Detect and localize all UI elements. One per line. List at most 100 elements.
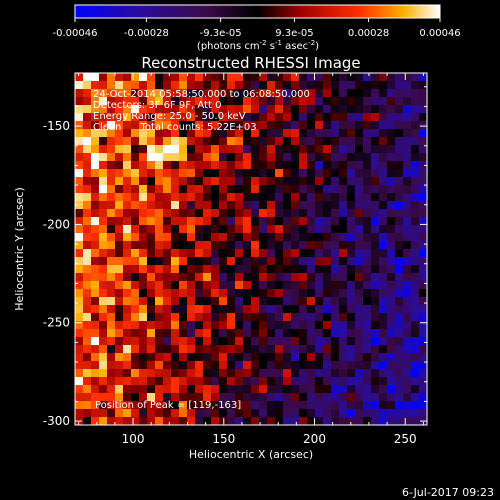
heatmap-cell (227, 241, 236, 250)
heatmap-cell (139, 265, 148, 274)
heatmap-cell (235, 257, 244, 266)
heatmap-cell (307, 369, 316, 378)
heatmap-cell (179, 281, 188, 290)
heatmap-cell (347, 305, 356, 314)
heatmap-cell (267, 377, 276, 386)
heatmap-cell (219, 321, 228, 330)
heatmap-cell (267, 89, 276, 98)
heatmap-cell (371, 217, 380, 226)
heatmap-cell (379, 385, 388, 394)
heatmap-cell (387, 89, 396, 98)
heatmap-cell (267, 217, 276, 226)
heatmap-cell (187, 113, 196, 122)
heatmap-cell (371, 393, 380, 402)
heatmap-cell (163, 153, 172, 162)
heatmap-cell (99, 321, 108, 330)
heatmap-cell (331, 289, 340, 298)
heatmap-cell (363, 369, 372, 378)
heatmap-cell (131, 193, 140, 202)
heatmap-cell (411, 193, 420, 202)
heatmap-cell (275, 353, 284, 362)
heatmap-cell (419, 353, 427, 362)
heatmap-cell (123, 169, 132, 178)
heatmap-cell (211, 337, 220, 346)
heatmap-cell (323, 145, 332, 154)
heatmap-cell (83, 113, 92, 122)
heatmap-cell (299, 169, 308, 178)
heatmap-cell (147, 161, 156, 170)
heatmap-cell (99, 281, 108, 290)
heatmap-cell (323, 401, 332, 410)
heatmap-cell (235, 321, 244, 330)
heatmap-cell (259, 73, 268, 82)
heatmap-cell (131, 281, 140, 290)
heatmap-cell (235, 409, 244, 418)
heatmap-cell (179, 337, 188, 346)
heatmap-cell (235, 385, 244, 394)
heatmap-cell (75, 377, 84, 386)
heatmap-cell (171, 201, 180, 210)
heatmap-cell (107, 105, 116, 114)
heatmap-cell (395, 249, 404, 258)
heatmap-cell (195, 313, 204, 322)
heatmap-cell (411, 177, 420, 186)
heatmap-cell (171, 233, 180, 242)
heatmap-cell (235, 137, 244, 146)
heatmap-cell (339, 289, 348, 298)
heatmap-cell (83, 361, 92, 370)
heatmap-cell (387, 217, 396, 226)
heatmap-cell (251, 185, 260, 194)
heatmap-cell (195, 185, 204, 194)
heatmap-cell (411, 337, 420, 346)
heatmap-cell (75, 129, 84, 138)
heatmap-cell (331, 345, 340, 354)
heatmap-cell (291, 401, 300, 410)
heatmap-cell (299, 305, 308, 314)
heatmap-cell (107, 329, 116, 338)
heatmap-cell (347, 137, 356, 146)
heatmap-cell (115, 73, 124, 82)
heatmap-cell (227, 145, 236, 154)
heatmap-cell (403, 89, 412, 98)
heatmap-cell (331, 393, 340, 402)
heatmap-cell (307, 241, 316, 250)
heatmap-cell (339, 97, 348, 106)
heatmap-cell (259, 217, 268, 226)
heatmap-cell (251, 145, 260, 154)
heatmap-cell (403, 113, 412, 122)
heatmap-cell (219, 361, 228, 370)
heatmap-cell (99, 193, 108, 202)
heatmap-cell (75, 161, 84, 170)
heatmap-cell (339, 281, 348, 290)
heatmap-cell (147, 145, 156, 154)
heatmap-cell (323, 225, 332, 234)
heatmap-cell (307, 337, 316, 346)
heatmap-cell (363, 81, 372, 90)
heatmap-cell (131, 233, 140, 242)
heatmap-cell (299, 177, 308, 186)
heatmap-cell (347, 217, 356, 226)
heatmap-cell (395, 353, 404, 362)
heatmap-cell (323, 97, 332, 106)
heatmap-cell (107, 345, 116, 354)
heatmap-cell (243, 409, 252, 418)
y-tick-label: -300 (43, 414, 70, 428)
heatmap-cell (379, 321, 388, 330)
heatmap-cell (275, 369, 284, 378)
heatmap-cell (267, 305, 276, 314)
heatmap-cell (379, 393, 388, 402)
heatmap-cell (379, 369, 388, 378)
heatmap-cell (147, 209, 156, 218)
heatmap-cell (187, 241, 196, 250)
heatmap-cell (179, 241, 188, 250)
heatmap-cell (195, 225, 204, 234)
heatmap-cell (211, 273, 220, 282)
heatmap-cell (115, 97, 124, 106)
heatmap-cell (331, 161, 340, 170)
heatmap-cell (259, 185, 268, 194)
heatmap-cell (203, 81, 212, 90)
heatmap-cell (275, 193, 284, 202)
heatmap-cell (139, 113, 148, 122)
heatmap-cell (131, 89, 140, 98)
heatmap-cell (291, 337, 300, 346)
